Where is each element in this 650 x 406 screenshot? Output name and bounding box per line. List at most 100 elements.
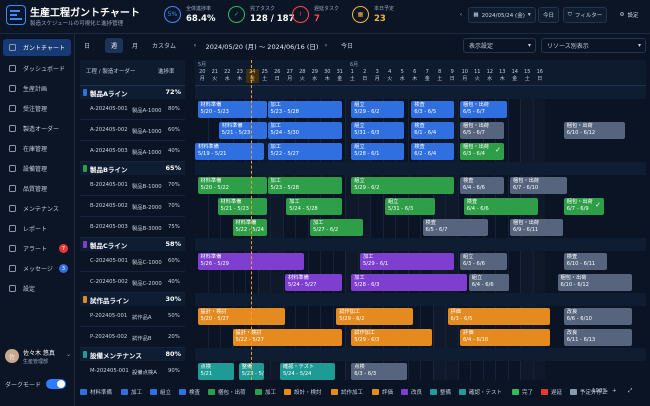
table-row[interactable]: A-202405-001 製品A-1000 80% <box>80 99 185 120</box>
task-bar[interactable]: 組立 5/31 - 6/3 <box>351 122 404 139</box>
sidebar-item-7[interactable]: 品質管理 <box>3 180 71 197</box>
task-bar[interactable]: 設計・検討 5/22 - 5/27 <box>232 329 342 346</box>
task-bar[interactable]: 材料準備 5/26 - 5/29 <box>197 253 304 270</box>
task-bar[interactable]: 梱包・出荷 6/10 - 6/12 <box>563 122 626 139</box>
zoom-out-button[interactable]: − <box>580 388 585 394</box>
sidebar-item-6[interactable]: 設備管理 <box>3 160 71 177</box>
resource-view-select[interactable]: リソース別表示 ▾ <box>541 38 646 53</box>
view-tab-0[interactable]: 日 <box>83 43 90 50</box>
group-header[interactable]: 製品Cライン 58% <box>80 238 185 251</box>
task-bar[interactable]: 梱包・出荷 6/5 - 6/7 <box>460 122 504 139</box>
display-settings-select[interactable]: 表示設定 ▾ <box>463 38 536 53</box>
group-header[interactable]: 製品Bライン 65% <box>80 162 185 175</box>
task-bar[interactable]: 加工 5/24 - 5/28 <box>286 198 342 215</box>
table-row[interactable]: P-202405-001 試作品A 50% <box>80 306 185 327</box>
table-row[interactable]: B-202405-001 製品B-1000 70% <box>80 175 185 196</box>
sidebar-item-11[interactable]: メッセージ 3 <box>3 260 71 277</box>
group-header[interactable]: 試作品ライン 30% <box>80 293 185 306</box>
task-bar[interactable]: 加工 5/23 - 5/28 <box>267 177 342 194</box>
task-bar[interactable]: 梱包・出荷 6/7 - 6/9 ✓ <box>563 198 604 215</box>
table-row[interactable]: A-202405-003 製品A-1000 40% <box>80 141 185 162</box>
task-bar[interactable]: 梱包・出荷 6/3 - 6/4 ✓ <box>460 143 504 160</box>
zoom-in-button[interactable]: + <box>612 388 617 394</box>
task-bar[interactable]: 材料準備 5/19 - 5/21 <box>195 143 264 160</box>
task-bar[interactable]: 梱包・出荷 6/9 - 6/11 <box>510 219 563 236</box>
task-bar[interactable]: 加工 5/27 - 6/2 <box>310 219 363 236</box>
prev-date-button[interactable]: ‹ <box>459 12 463 18</box>
task-bar[interactable]: 材料準備 5/20 - 5/23 <box>197 101 267 118</box>
group-header[interactable]: 製品Aライン 72% <box>80 86 185 99</box>
task-bar[interactable]: 梱包・出荷 6/10 - 6/12 <box>557 274 632 291</box>
group-header[interactable]: 設備メンテナンス 80% <box>80 348 185 361</box>
task-bar[interactable]: 加工 5/23 - 5/28 <box>267 101 342 118</box>
task-bar[interactable]: 材料準備 5/24 - 5/27 <box>285 274 342 291</box>
task-bar[interactable]: 検査 6/10 - 6/11 <box>563 253 607 270</box>
table-row[interactable]: P-202405-002 試作品B 20% <box>80 327 185 348</box>
task-bar[interactable]: 点検 5/21 <box>197 363 234 380</box>
task-bar[interactable]: 材料準備 5/22 - 5/24 <box>232 219 267 236</box>
task-bar[interactable]: 試作加工 5/29 - 6/2 <box>336 308 413 325</box>
task-bar[interactable]: 加工 5/22 - 5/27 <box>267 143 342 160</box>
sidebar-item-9[interactable]: レポート <box>3 220 71 237</box>
task-bar[interactable]: 組立 5/31 - 6/3 <box>385 198 436 215</box>
task-bar[interactable]: 評価 6/3 - 6/5 <box>447 308 551 325</box>
table-row[interactable]: M-202405-001 設備点検A 90% <box>80 361 185 380</box>
range-today-button[interactable]: 今日 <box>340 43 353 50</box>
task-bar[interactable]: 試作加工 5/29 - 6/3 <box>351 329 432 346</box>
task-bar[interactable]: 梱包・出荷 6/5 - 6/7 <box>460 101 507 118</box>
date-picker[interactable]: ▦ 2024/05/24 (金) ▾ <box>468 7 536 23</box>
view-tab-3[interactable]: カスタム <box>151 43 176 50</box>
sidebar-item-8[interactable]: メンテナンス <box>3 200 71 217</box>
task-bar[interactable]: 検査 6/1 - 6/4 <box>411 122 454 139</box>
task-bar[interactable]: 組立 5/29 - 6/2 <box>351 101 404 118</box>
task-bar[interactable]: 材料準備 5/20 - 5/22 <box>197 177 267 194</box>
task-bar[interactable]: 材料準備 5/21 - 5/23 <box>217 198 267 215</box>
sidebar-item-3[interactable]: 受注管理 <box>3 100 71 117</box>
task-bar[interactable]: 組立 6/4 - 6/6 <box>468 274 509 291</box>
task-bar[interactable]: 設計・検討 5/20 - 5/27 <box>197 308 286 325</box>
sidebar-item-0[interactable]: ガントチャート <box>3 39 71 56</box>
sidebar-item-label: 設備管理 <box>23 166 48 173</box>
sidebar-item-1[interactable]: ダッシュボード <box>3 60 71 77</box>
next-range-button[interactable]: › <box>324 42 328 49</box>
table-row[interactable]: A-202405-002 製品A-1000 60% <box>80 120 185 141</box>
task-bar[interactable]: 検査 6/5 - 6/7 <box>422 219 488 236</box>
sidebar-item-2[interactable]: 生産計画 <box>3 80 71 97</box>
sidebar-item-10[interactable]: アラート 7 <box>3 240 71 257</box>
sidebar-item-5[interactable]: 在庫管理 <box>3 140 71 157</box>
table-row[interactable]: C-202405-001 製品C-1000 60% <box>80 251 185 272</box>
task-bar[interactable]: 梱包・出荷 6/7 - 6/10 <box>510 177 567 194</box>
task-bar[interactable]: 組立 5/28 - 6/1 <box>351 143 404 160</box>
task-bar[interactable]: 改良 6/11 - 6/13 <box>563 329 632 346</box>
table-row[interactable]: C-202405-002 製品C-2000 40% <box>80 272 185 293</box>
task-bar[interactable]: 点検 6/3 - 6/3 <box>351 363 407 380</box>
today-button[interactable]: 今日 <box>538 7 559 23</box>
task-bar[interactable]: 改良 6/6 - 6/10 <box>563 308 632 325</box>
view-tab-2[interactable]: 月 <box>131 43 138 50</box>
task-bar[interactable]: 検査 6/4 - 6/6 <box>460 177 504 194</box>
task-bar[interactable]: 検査 6/2 - 6/4 <box>411 143 454 160</box>
table-row[interactable]: B-202405-003 製品B-3000 75% <box>80 217 185 238</box>
task-bar[interactable]: 検査 6/3 - 6/5 <box>411 101 454 118</box>
task-bar[interactable]: 加工 5/24 - 5/30 <box>267 122 342 139</box>
task-bar[interactable]: 加工 5/29 - 6/1 <box>360 253 454 270</box>
sidebar-item-12[interactable]: 設定 <box>3 280 71 297</box>
fullscreen-icon[interactable]: ⤢ <box>628 388 633 394</box>
task-bar[interactable]: 確認・テスト 5/24 - 5/24 <box>280 363 336 380</box>
task-bar[interactable]: 加工 5/28 - 6/3 <box>351 274 467 291</box>
view-tab-1[interactable]: 週 <box>105 38 123 53</box>
task-bar[interactable]: 組立 5/29 - 6/2 <box>351 177 454 194</box>
table-row[interactable]: B-202405-002 製品B-2000 70% <box>80 196 185 217</box>
kpi-2: ! 遅延タスク 7 <box>292 5 352 29</box>
chevron-down-icon: ▾ <box>527 42 531 49</box>
prev-range-button[interactable]: ‹ <box>193 42 197 49</box>
dark-mode-toggle[interactable] <box>46 379 66 389</box>
filter-button[interactable]: ⛉ フィルター <box>563 7 607 23</box>
settings-button[interactable]: ⚙ 設定 <box>612 7 646 23</box>
sidebar-item-4[interactable]: 製造オーダー <box>3 120 71 137</box>
task-bar[interactable]: 組立 6/3 - 6/6 <box>460 253 507 270</box>
task-bar[interactable]: 評価 6/4 - 6/10 <box>460 329 551 346</box>
user-profile[interactable]: 佐 佐々木 悠真 生産管理部 ⌄ <box>5 346 73 370</box>
task-bar[interactable]: 検査 6/4 - 6/6 <box>463 198 538 215</box>
task-bar[interactable]: 材料準備 5/21 - 5/23 <box>218 122 267 139</box>
